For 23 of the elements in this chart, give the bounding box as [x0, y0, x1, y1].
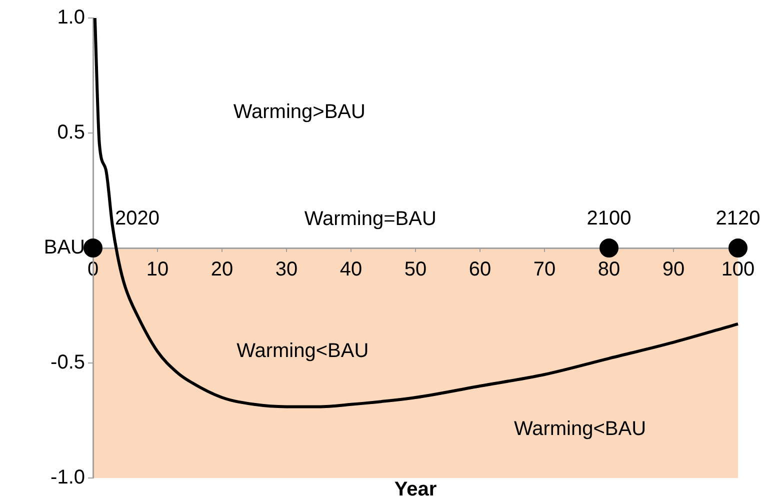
y-tick-label: -0.5: [50, 352, 85, 374]
x-tick-label: 40: [340, 258, 362, 281]
x-tick-label: 100: [721, 258, 755, 281]
x-tick-label: 50: [404, 258, 427, 281]
annotation: 2100: [586, 208, 632, 230]
x-tick-label: 10: [146, 258, 169, 281]
y-tick-label: BAU: [44, 236, 85, 259]
x-axis-title: Year: [394, 478, 437, 501]
annotation: 2120: [716, 208, 760, 230]
x-tick-label: 20: [210, 258, 234, 281]
x-tick-label: 60: [468, 258, 492, 281]
y-tick-label: 1.0: [57, 6, 85, 29]
x-tick-label: 70: [533, 258, 556, 281]
annotation: 2020: [115, 208, 160, 230]
x-tick-label: 90: [662, 258, 685, 281]
x-tick-label: 80: [598, 258, 620, 281]
y-tick-label: 0.5: [57, 122, 85, 144]
annotation: Warming<BAU: [236, 340, 369, 362]
annotation: Warming=BAU: [304, 208, 436, 230]
x-tick-label: 30: [275, 258, 298, 281]
annotation: Warming<BAU: [514, 418, 646, 440]
y-tick-label: -1.0: [50, 466, 85, 489]
annotation: Warming>BAU: [233, 100, 366, 123]
